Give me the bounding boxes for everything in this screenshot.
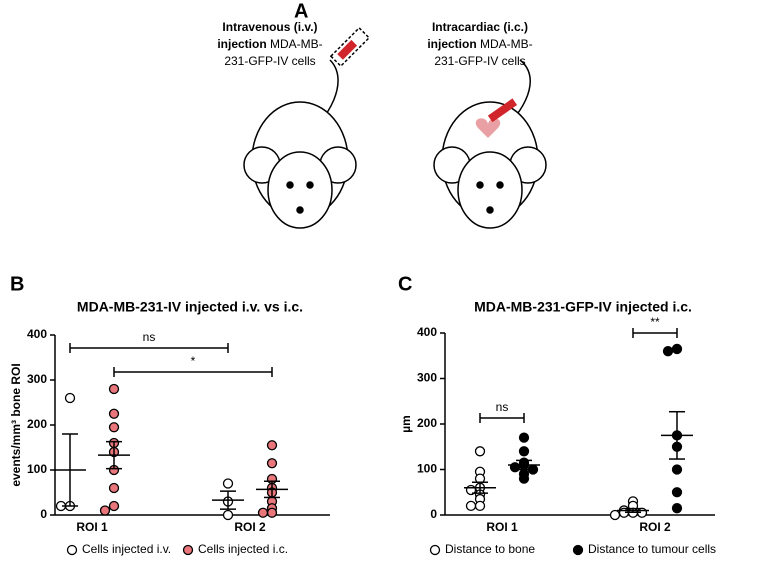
data-point (671, 503, 683, 514)
legend-marker (182, 544, 194, 556)
caption-text: Intravenous (i.v.) (222, 20, 317, 34)
data-point (257, 507, 269, 518)
data-point (518, 446, 530, 457)
mouse-left (243, 26, 371, 229)
y-tick-label: 0 (40, 507, 47, 521)
data-point (108, 408, 120, 419)
significance-label: * (191, 354, 196, 368)
x-tick-label: ROI 1 (486, 520, 518, 534)
data-point (609, 509, 621, 521)
caption-text: 231-GFP-IV cells (434, 54, 525, 68)
caption-right: Intracardiac (i.c.) injection MDA-MB- 231-… (427, 20, 532, 68)
data-point (108, 422, 120, 433)
data-point (266, 440, 278, 451)
data-point (518, 432, 530, 443)
panel-label: A (294, 0, 308, 22)
y-axis-title: events/mm³ bone ROI (9, 363, 23, 486)
x-tick-label: ROI 2 (234, 520, 266, 534)
legend-label: Cells injected i.v. (82, 542, 171, 556)
caption-text: injection (427, 37, 476, 51)
panel-label: B (10, 273, 24, 295)
data-point (474, 446, 486, 457)
data-point (266, 458, 278, 469)
data-point (671, 343, 683, 355)
caption-text: Intracardiac (i.c.) (432, 20, 528, 34)
y-tick-label: 200 (417, 416, 437, 430)
data-point (222, 478, 234, 489)
significance-label: ns (496, 400, 509, 414)
panel-label: C (398, 273, 412, 295)
data-point (662, 346, 674, 357)
data-point (671, 464, 683, 475)
data-point (108, 482, 120, 494)
y-tick-label: 200 (27, 417, 47, 431)
x-tick-label: ROI 2 (639, 520, 671, 534)
caption-text: injection (217, 37, 266, 51)
legend-label: Cells injected i.c. (198, 542, 288, 556)
data-point (474, 500, 486, 512)
data-point (671, 487, 683, 498)
legend-marker (66, 544, 78, 556)
data-point (509, 462, 521, 473)
data-point (518, 473, 530, 484)
y-tick-label: 300 (27, 372, 47, 386)
y-tick-label: 400 (27, 327, 47, 341)
legend-label: Distance to bone (445, 542, 535, 556)
mouse-right (433, 59, 547, 229)
x-tick-label: ROI 1 (76, 520, 108, 534)
y-tick-label: 300 (417, 371, 437, 385)
y-tick-label: 0 (430, 507, 437, 521)
data-point (64, 392, 76, 404)
data-point (465, 500, 477, 512)
data-point (266, 507, 278, 518)
y-tick-label: 100 (27, 462, 47, 476)
caption-text: 231-GFP-IV cells (224, 54, 315, 68)
y-axis-title: µm (399, 415, 413, 433)
legend-label: Distance to tumour cells (588, 542, 716, 556)
data-point (99, 505, 111, 516)
caption-text: MDA-MB- (267, 37, 323, 51)
data-point (108, 383, 120, 395)
significance-label: ns (143, 330, 156, 344)
caption-text: MDA-MB- (477, 37, 533, 51)
caption-left: Intravenous (i.v.) injection MDA-MB- 231-G… (217, 20, 322, 68)
legend-marker (429, 544, 441, 556)
y-tick-label: 100 (417, 462, 437, 476)
data-point (108, 500, 120, 512)
chart-title: MDA-MB-231-IV injected i.v. vs i.c. (77, 299, 303, 315)
y-tick-label: 400 (417, 325, 437, 339)
legend-marker (572, 544, 584, 556)
chart-title: MDA-MB-231-GFP-IV injected i.c. (474, 299, 692, 315)
significance-label: ** (650, 315, 660, 329)
data-point (222, 509, 234, 521)
